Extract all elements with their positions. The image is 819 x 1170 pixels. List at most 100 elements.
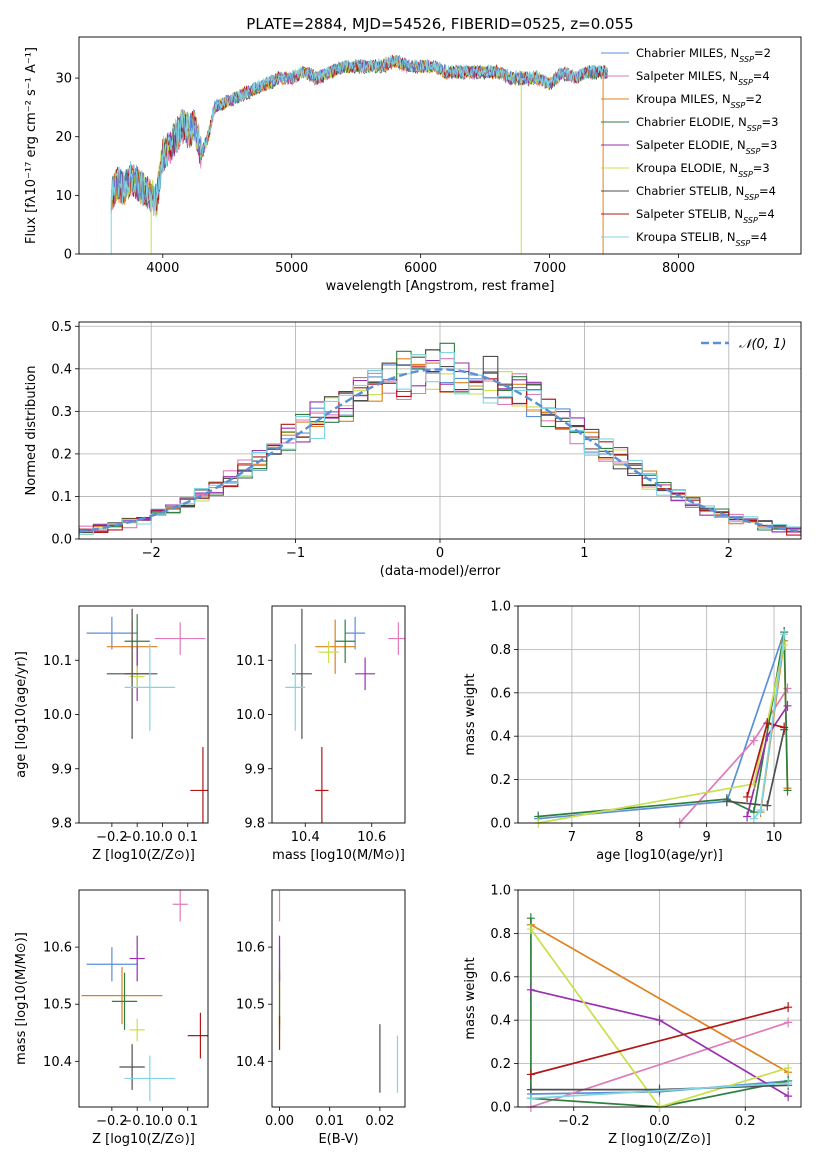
- data-point: [315, 619, 356, 674]
- x-tick-label: −0.2: [558, 1114, 590, 1129]
- data-point: [154, 622, 206, 655]
- y-tick-label: 10.5: [43, 998, 72, 1013]
- x-tick-label: 0.0: [152, 830, 173, 845]
- weight-marker: [526, 924, 535, 935]
- y-tick-label: 0.0: [490, 1101, 511, 1116]
- x-tick-label: 0.0: [152, 1114, 173, 1129]
- weight-marker: [655, 1015, 664, 1026]
- x-axis-label: wavelength [Angstrom, rest frame]: [326, 279, 555, 294]
- x-tick-label: −0.2: [96, 1114, 128, 1129]
- y-tick-label: 1.0: [490, 884, 511, 899]
- axes-frame: [271, 605, 406, 824]
- y-tick-label: 10.4: [43, 1055, 72, 1070]
- legend-subscript: SSP: [731, 101, 746, 110]
- y-tick-label: 10.1: [236, 654, 265, 669]
- data-point: [111, 972, 138, 1030]
- x-tick-label: 7: [568, 830, 576, 845]
- weight-marker: [784, 1078, 793, 1089]
- axes-frame: [271, 889, 406, 1108]
- weight-line: [530, 1006, 789, 1076]
- data-point: [285, 643, 306, 731]
- x-tick-label: 0.01: [315, 1114, 344, 1129]
- y-tick-label: 0.8: [490, 643, 511, 658]
- x-axis-label: E(B-V): [318, 1132, 358, 1147]
- data-point: [129, 935, 145, 982]
- y-axis-label: Flux [fλ10⁻¹⁷ erg cm⁻² s⁻¹ A⁻¹]: [24, 47, 39, 244]
- y-tick-label: 30: [55, 72, 72, 87]
- y-tick-label: 0.4: [51, 362, 72, 377]
- y-tick-label: 0.2: [490, 773, 511, 788]
- legend-label: Chabrier STELIB, NSSP=4: [636, 184, 776, 202]
- y-tick-label: 10.6: [43, 941, 72, 956]
- x-tick-label: 8000: [662, 261, 695, 276]
- y-tick-label: 0.2: [51, 447, 72, 462]
- x-tick-label: 0.1: [177, 1114, 198, 1129]
- weight_vs_Z-panel: −0.2 0.0 0.2 0.0 0.2 0.4 0.6 0.8 1.0 Z [log10(Z/Z…: [463, 884, 802, 1147]
- weight-marker: [784, 1002, 793, 1013]
- weight-marker: [784, 1017, 793, 1028]
- data-point: [172, 890, 188, 922]
- age_vs_mass-panel: 10.4 10.6 9.8 9.9 10.0 10.1 mass [log10(M/M⊙)]: [236, 605, 406, 863]
- legend-label: 𝒩(0, 1): [739, 337, 786, 352]
- weight-marker: [526, 984, 535, 995]
- weight-marker: [722, 796, 731, 807]
- weight-marker: [783, 785, 792, 796]
- x-tick-label: 8: [635, 830, 643, 845]
- x-axis-label: (data-model)/error: [380, 564, 501, 579]
- weight-marker: [526, 913, 535, 924]
- y-tick-label: 20: [55, 130, 72, 145]
- y-tick-label: 10.6: [236, 941, 265, 956]
- data-point: [355, 657, 376, 691]
- weight-line: [530, 923, 789, 1074]
- axes-frame: [78, 36, 802, 255]
- axes-frame: [517, 889, 802, 1108]
- weight-marker: [743, 811, 752, 822]
- weight-marker: [743, 791, 752, 802]
- data-point: [86, 616, 138, 650]
- y-tick-label: 0.0: [490, 817, 511, 832]
- weight-marker: [526, 1069, 535, 1080]
- data-point: [124, 643, 176, 731]
- y-axis-label: mass [log10(M/M⊙)]: [14, 932, 29, 1065]
- legend-subscript: SSP: [746, 147, 761, 156]
- x-tick-label: 0.2: [735, 1114, 756, 1129]
- x-axis-label: Z [log10(Z/Z⊙)]: [92, 1132, 195, 1147]
- weight-marker: [780, 640, 789, 651]
- legend-label: Salpeter STELIB, NSSP=4: [636, 207, 775, 225]
- x-tick-label: 10: [766, 830, 783, 845]
- weight_vs_age-panel: 7 8 9 10 0.0 0.2 0.4 0.6 0.8 1.0 age [log10(age/yr…: [463, 600, 802, 863]
- legend-subscript: SSP: [736, 239, 751, 248]
- axes-frame: [517, 605, 802, 824]
- weight-marker: [763, 800, 772, 811]
- y-tick-label: 10.0: [236, 708, 265, 723]
- spectrum-panel: 4000 5000 6000 7000 8000 0 10 20 30 wavelength [A…: [24, 36, 802, 294]
- spectrum-line: [110, 55, 608, 211]
- legend-subscript: SSP: [747, 124, 762, 133]
- figure-title: PLATE=2884, MJD=54526, FIBERID=0525, z=0…: [246, 15, 633, 33]
- y-axis-label: mass weight: [463, 673, 478, 755]
- x-axis-label: age [log10(age/yr)]: [596, 848, 723, 863]
- y-tick-label: 10.5: [236, 998, 265, 1013]
- legend-label: Salpeter MILES, NSSP=4: [636, 69, 770, 87]
- x-tick-label: 0.1: [177, 830, 198, 845]
- y-axis-label: age [log10(age/yr)]: [14, 651, 29, 778]
- legend-label: Chabrier MILES, NSSP=2: [636, 46, 771, 64]
- data-point: [119, 1044, 145, 1090]
- y-tick-label: 10.1: [43, 654, 72, 669]
- y-tick-label: 9.9: [244, 762, 265, 777]
- x-tick-label: −0.1: [121, 830, 153, 845]
- weight-marker: [749, 735, 758, 746]
- axes-frame: [78, 889, 209, 1108]
- y-tick-label: 9.8: [51, 817, 72, 832]
- y-tick-label: 10.0: [43, 708, 72, 723]
- weight-marker: [780, 629, 789, 640]
- data-point: [81, 967, 163, 1025]
- data-point: [315, 747, 329, 823]
- x-tick-label: 0.02: [365, 1114, 394, 1129]
- y-tick-label: 0.5: [51, 320, 72, 335]
- x-tick-label: 2: [725, 546, 733, 561]
- data-point: [86, 947, 138, 982]
- y-tick-label: 10.4: [236, 1055, 265, 1070]
- x-tick-label: 0.0: [649, 1114, 670, 1129]
